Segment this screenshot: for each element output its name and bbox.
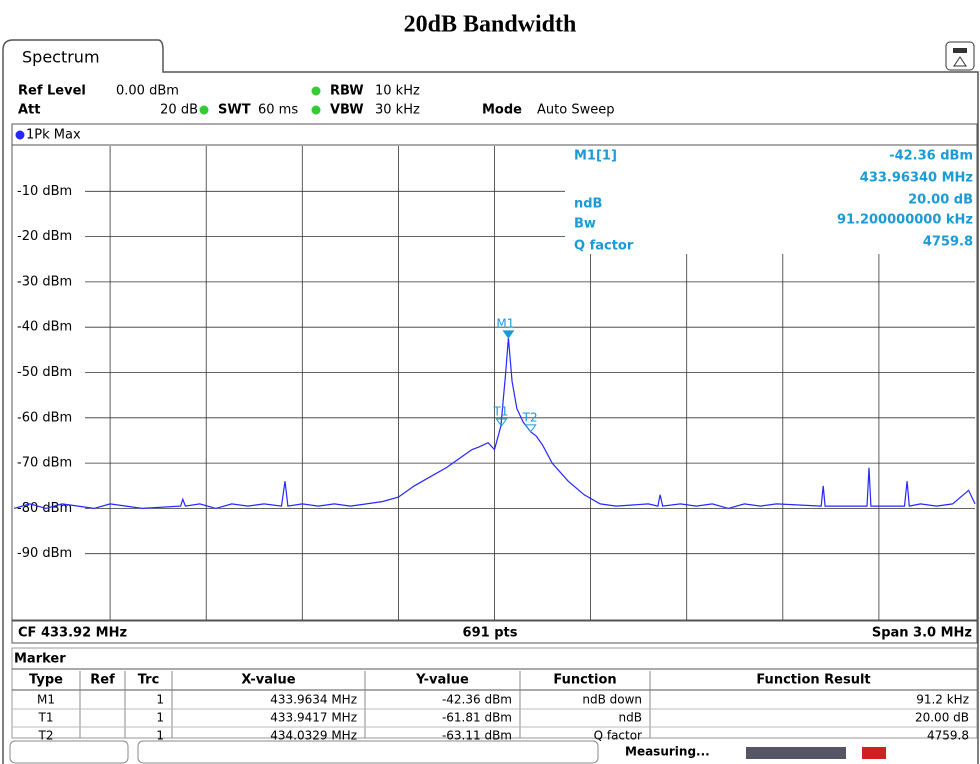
table-header: Function (553, 673, 616, 688)
marker-panel (11, 647, 978, 739)
table-cell: 1 (156, 711, 164, 725)
marker-label: M1 (496, 316, 514, 330)
setting-label: VBW (330, 103, 364, 118)
marker-info-value: 433.96340 MHz (860, 171, 973, 186)
y-tick-label: -50 dBm (17, 365, 72, 380)
status-dot (311, 86, 321, 96)
table-cell: -61.81 dBm (442, 711, 512, 725)
marker-info-label: M1[1] (574, 149, 617, 164)
marker-info-label: Bw (574, 217, 596, 232)
trace-dot (15, 130, 25, 140)
tab-label[interactable]: Spectrum (22, 48, 100, 67)
marker-info-label: ndB (574, 197, 602, 212)
y-tick-label: -90 dBm (17, 546, 72, 561)
plot-footer (11, 620, 978, 644)
table-header: X-value (241, 673, 295, 688)
table-cell: 91.2 kHz (916, 693, 969, 707)
setting-label: SWT (218, 103, 251, 118)
window-frame (2, 39, 979, 764)
progress-bar (746, 747, 846, 759)
marker-label: T1 (492, 404, 508, 418)
setting-label: RBW (330, 84, 364, 99)
status-dot (199, 105, 209, 115)
tab-icon-part (953, 48, 967, 53)
y-tick-label: -10 dBm (17, 184, 72, 199)
table-cell: T2 (38, 729, 54, 743)
footer-cf: CF 433.92 MHz (18, 626, 127, 641)
table-header: Ref (90, 673, 115, 688)
table-cell: T1 (38, 711, 54, 725)
table-cell: -42.36 dBm (442, 693, 512, 707)
trace-label: 1Pk Max (26, 128, 81, 143)
setting-value: 20 dB (160, 103, 198, 118)
table-title: Marker (14, 652, 66, 667)
table-cell: Q factor (594, 729, 642, 743)
table-cell: 433.9634 MHz (270, 693, 357, 707)
setting-value: 0.00 dBm (116, 84, 179, 99)
marker (502, 330, 515, 339)
table-cell: 1 (156, 729, 164, 743)
marker-info-value: -42.36 dBm (889, 149, 973, 164)
table-header: Y-value (415, 673, 469, 688)
marker (495, 418, 508, 427)
table-cell: 1 (156, 693, 164, 707)
table-cell: 4759.8 (927, 729, 969, 743)
table-header: Trc (138, 673, 160, 688)
logo (862, 747, 886, 759)
status-text: Measuring... (625, 745, 710, 759)
marker-info-value: 91.200000000 kHz (837, 213, 973, 228)
y-tick-label: -30 dBm (17, 274, 72, 289)
status-field (137, 740, 599, 764)
marker-info-box (565, 146, 975, 254)
table-cell: 433.9417 MHz (270, 711, 357, 725)
y-tick-label: -70 dBm (17, 456, 72, 471)
marker (524, 424, 537, 433)
table-cell: ndB down (582, 693, 642, 707)
status-field (9, 740, 129, 764)
table-header: Function Result (756, 673, 870, 688)
setting-label: Ref Level (18, 84, 86, 99)
marker-info-value: 4759.8 (923, 235, 973, 250)
y-tick-label: -60 dBm (17, 410, 72, 425)
table-cell: ndB (619, 711, 642, 725)
page-title: 20dB Bandwidth (404, 12, 577, 38)
setting-label: Mode (482, 103, 522, 118)
y-tick-label: -40 dBm (17, 320, 72, 335)
marker-info-value: 20.00 dB (908, 193, 973, 208)
setting-value: 30 kHz (375, 103, 420, 118)
setting-value: 60 ms (258, 103, 298, 118)
footer-pts: 691 pts (463, 626, 518, 641)
setting-value: Auto Sweep (537, 103, 614, 118)
tab-icon-part (953, 56, 967, 67)
table-cell: 434.0329 MHz (270, 729, 357, 743)
setting-label: Att (18, 103, 41, 118)
y-tick-label: -20 dBm (17, 229, 72, 244)
table-cell: 20.00 dB (915, 711, 969, 725)
marker-label: T2 (522, 410, 538, 424)
marker-info-label: Q factor (574, 239, 634, 254)
status-dot (311, 105, 321, 115)
setting-value: 10 kHz (375, 84, 420, 99)
table-cell: M1 (37, 693, 55, 707)
footer-span: Span 3.0 MHz (872, 626, 972, 641)
table-header: Type (29, 673, 63, 688)
table-cell: -63.11 dBm (442, 729, 512, 743)
